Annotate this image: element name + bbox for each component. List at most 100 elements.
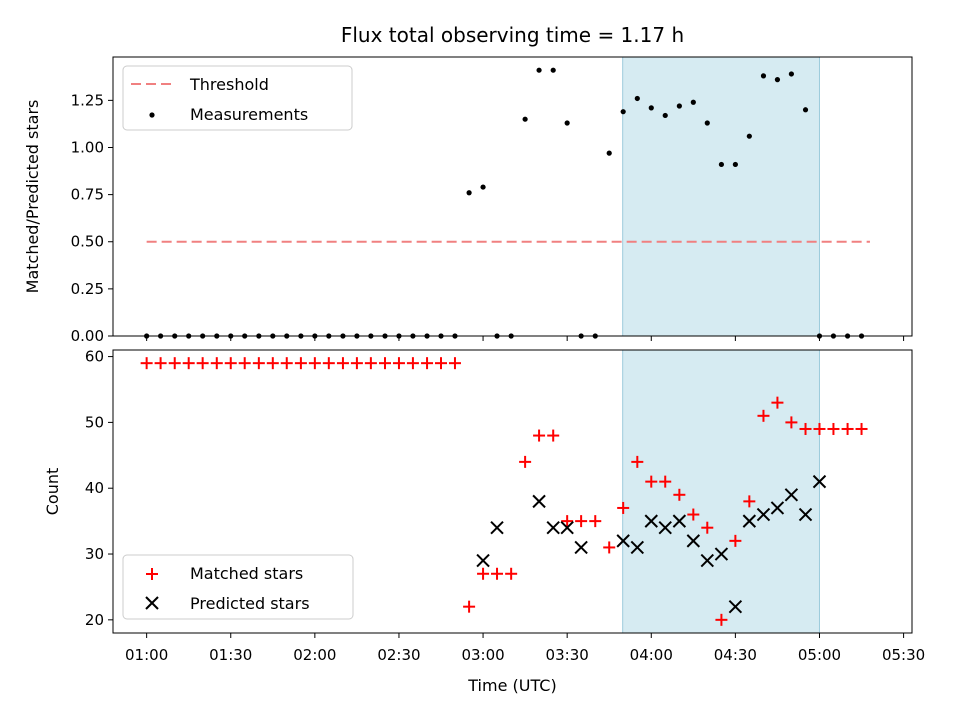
count-y-tick-label: 60 (85, 348, 104, 366)
matched-star-point (182, 357, 195, 370)
matched-star-point (154, 357, 167, 370)
predicted-star-point (714, 547, 729, 561)
measurement-point (690, 99, 696, 105)
ratio-axes: 0.00 0.25 0.50 0.75 1.00 1.25 (71, 91, 905, 345)
matched-star-point (392, 357, 405, 370)
x-axis-label: Time (UTC) (467, 676, 556, 695)
predicted-star-point (742, 514, 757, 528)
matched-star-point (308, 357, 321, 370)
matched-star-point (687, 508, 700, 521)
matched-star-point (645, 475, 658, 488)
matched-star-point (435, 357, 448, 370)
matched-star-point (785, 416, 798, 429)
x-tick-label: 02:00 (293, 646, 336, 664)
matched-star-point (841, 422, 854, 435)
predicted-star-point (756, 507, 771, 522)
matched-star-point (196, 357, 209, 370)
predicted-star-point (490, 520, 504, 535)
predicted-star-point (574, 540, 588, 555)
matched-star-point (406, 357, 419, 370)
predicted-star-point (770, 501, 785, 515)
ratio-y-tick-label: 0.00 (71, 327, 104, 345)
matched-star-point (448, 357, 461, 370)
legend-measurements-swatch (149, 112, 155, 118)
ratio-panel: 0.00 0.25 0.50 0.75 1.00 1.25 Flux total obse… (23, 23, 913, 345)
matched-star-point (715, 613, 728, 626)
matched-star-point (378, 357, 391, 370)
count-axes: 20 30 40 50 60 01:00 01:30 02:00 02:30 03:00 03:30… (85, 348, 925, 664)
measurement-point (718, 161, 725, 168)
count-y-tick-label: 50 (85, 413, 104, 431)
count-y-tick-label: 40 (85, 479, 104, 497)
x-tick-label: 01:30 (209, 646, 252, 664)
matched-stars-points (140, 357, 868, 626)
matched-star-point (519, 455, 532, 468)
measurement-point (466, 190, 472, 196)
matched-star-point (617, 501, 630, 514)
predicted-star-point (700, 553, 714, 568)
predicted-star-point (686, 534, 701, 548)
measurement-point (802, 107, 809, 113)
chart-title: Flux total observing time = 1.17 h (341, 23, 684, 47)
x-tick-label: 05:30 (882, 646, 925, 664)
matched-star-point (799, 422, 812, 435)
predicted-star-point (812, 474, 827, 489)
matched-star-point (252, 357, 265, 370)
matched-star-point (757, 409, 770, 422)
predicted-star-point (784, 488, 799, 502)
matched-star-point (463, 600, 476, 613)
matched-star-point (673, 488, 686, 501)
predicted-stars-points (476, 474, 827, 614)
matched-star-point (280, 357, 293, 370)
matched-star-point (701, 521, 714, 534)
x-tick-label: 01:00 (125, 646, 168, 664)
observing-window-span (622, 56, 820, 337)
measurement-point (746, 133, 752, 139)
ratio-legend: Threshold Measurements (122, 65, 353, 131)
matched-star-point (322, 357, 335, 370)
count-y-tick-label: 20 (85, 611, 104, 629)
matched-star-point (743, 495, 756, 508)
measurement-point (522, 116, 528, 122)
ratio-y-tick-label: 1.25 (71, 91, 104, 109)
matched-star-point (813, 422, 826, 435)
matched-star-point (855, 422, 868, 435)
measurement-point (676, 103, 682, 109)
ratio-y-tick-label: 1.00 (71, 138, 104, 156)
predicted-star-point (532, 494, 546, 509)
ratio-y-tick-label: 0.75 (71, 186, 104, 204)
predicted-star-point (616, 534, 630, 548)
x-tick-label: 05:00 (798, 646, 841, 664)
matched-star-point (505, 567, 518, 580)
matched-star-point (533, 429, 546, 442)
measurement-point (480, 184, 486, 190)
matched-star-point (364, 357, 377, 370)
predicted-star-point (644, 514, 658, 528)
x-tick-label: 04:30 (714, 646, 757, 664)
count-legend: Matched stars Predicted stars (122, 554, 354, 620)
legend-predicted-swatch (145, 596, 159, 610)
matched-star-point (238, 357, 251, 370)
matched-star-point (771, 396, 784, 409)
matched-star-point (336, 357, 349, 370)
x-tick-label: 03:30 (546, 646, 589, 664)
predicted-star-point (560, 520, 574, 535)
measurement-point (760, 73, 767, 79)
matched-star-point (659, 475, 672, 488)
matched-star-point (729, 534, 742, 547)
measurement-point (662, 112, 668, 119)
matched-star-point (266, 357, 279, 370)
ratio-y-tick-label: 0.50 (71, 233, 104, 251)
predicted-star-point (630, 540, 645, 555)
legend-measurements-label: Measurements (190, 105, 308, 124)
predicted-star-point (658, 520, 672, 535)
matched-star-point (827, 422, 840, 435)
predicted-star-point (476, 553, 490, 568)
matched-star-point (224, 357, 237, 370)
measurement-point (536, 67, 542, 73)
x-tick-label: 02:30 (377, 646, 420, 664)
ratio-plot-frame (112, 56, 913, 337)
measurement-point (550, 67, 556, 73)
observing-window-span-bottom (622, 349, 820, 634)
